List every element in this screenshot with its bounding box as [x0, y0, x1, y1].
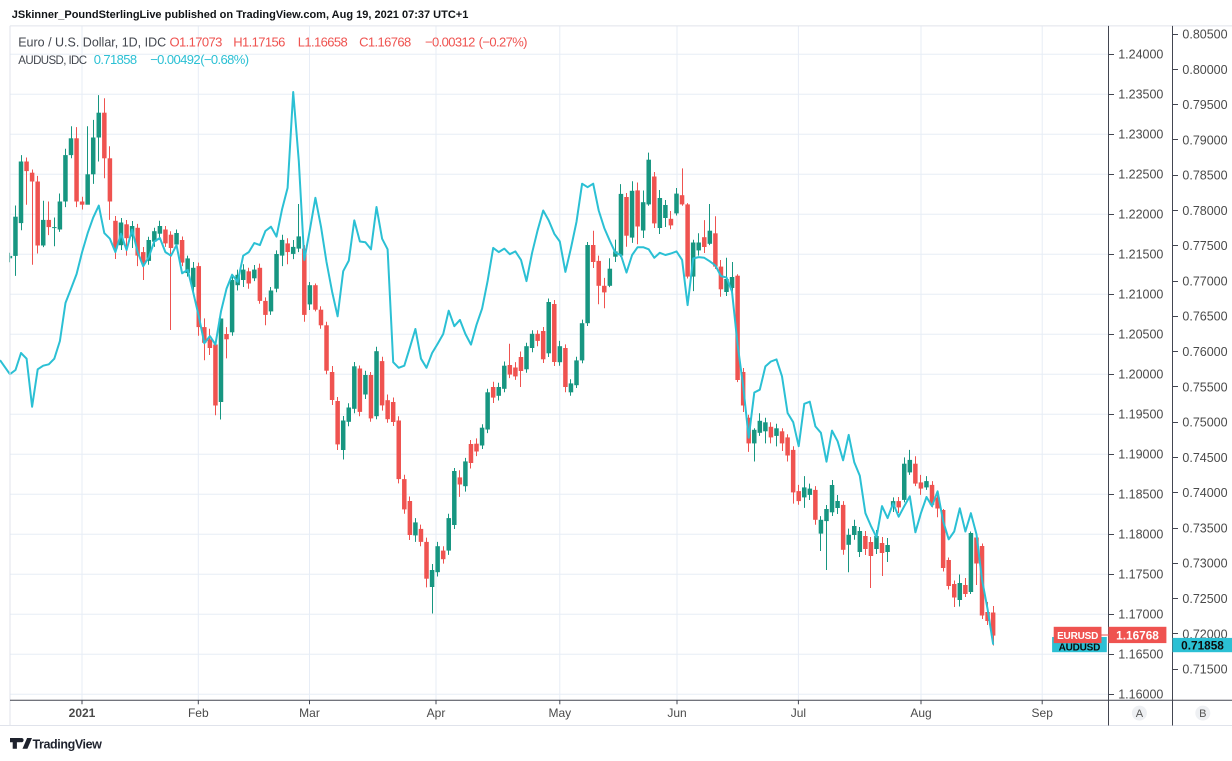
svg-text:Jul: Jul: [791, 706, 806, 720]
svg-text:B: B: [1199, 708, 1206, 720]
svg-text:H1.17156: H1.17156: [233, 35, 285, 50]
svg-text:0.75500: 0.75500: [1182, 380, 1227, 394]
svg-text:1.19500: 1.19500: [1118, 408, 1163, 422]
svg-text:L1.16658: L1.16658: [298, 35, 348, 50]
svg-text:0.79000: 0.79000: [1182, 133, 1227, 147]
svg-text:0.73500: 0.73500: [1182, 521, 1227, 535]
svg-text:A: A: [1136, 708, 1144, 720]
svg-text:0.78000: 0.78000: [1182, 204, 1227, 218]
svg-text:1.21000: 1.21000: [1118, 288, 1163, 302]
svg-text:0.74500: 0.74500: [1182, 451, 1227, 465]
svg-text:0.72500: 0.72500: [1182, 592, 1227, 606]
svg-text:0.76000: 0.76000: [1182, 345, 1227, 359]
svg-text:1.21500: 1.21500: [1118, 248, 1163, 262]
svg-text:1.17000: 1.17000: [1118, 608, 1163, 622]
svg-text:0.75000: 0.75000: [1182, 416, 1227, 430]
svg-text:1.16000: 1.16000: [1118, 688, 1163, 702]
svg-text:0.77500: 0.77500: [1182, 239, 1227, 253]
svg-text:EURUSD: EURUSD: [1057, 631, 1098, 642]
svg-text:1.19000: 1.19000: [1118, 448, 1163, 462]
svg-text:0.79500: 0.79500: [1182, 98, 1227, 112]
svg-text:0.74000: 0.74000: [1182, 486, 1227, 500]
svg-text:Mar: Mar: [299, 706, 320, 720]
svg-text:1.16768: 1.16768: [1116, 628, 1159, 642]
svg-text:1.24000: 1.24000: [1118, 48, 1163, 62]
svg-text:O1.17073: O1.17073: [170, 35, 223, 50]
svg-text:Feb: Feb: [188, 706, 209, 720]
svg-text:C1.16768: C1.16768: [359, 35, 411, 50]
svg-text:May: May: [548, 706, 571, 720]
svg-text:1.20500: 1.20500: [1118, 328, 1163, 342]
svg-text:JSkinner_PoundSterlingLive pub: JSkinner_PoundSterlingLive published on …: [12, 9, 469, 21]
svg-text:0.71858: 0.71858: [1181, 638, 1224, 652]
svg-text:0.80000: 0.80000: [1182, 63, 1227, 77]
svg-text:1.16500: 1.16500: [1118, 648, 1163, 662]
svg-text:2021: 2021: [69, 706, 96, 720]
svg-text:1.23500: 1.23500: [1118, 88, 1163, 102]
svg-text:AUDUSD: AUDUSD: [1059, 642, 1101, 653]
svg-text:Euro / U.S. Dollar, 1D, IDC: Euro / U.S. Dollar, 1D, IDC: [18, 36, 166, 50]
svg-text:1.22500: 1.22500: [1118, 168, 1163, 182]
svg-text:0.71858: 0.71858: [94, 52, 137, 67]
svg-text:Jun: Jun: [667, 706, 686, 720]
svg-text:0.71500: 0.71500: [1182, 663, 1227, 677]
svg-text:Aug: Aug: [910, 706, 931, 720]
svg-text:Apr: Apr: [427, 706, 446, 720]
svg-text:1.22000: 1.22000: [1118, 208, 1163, 222]
svg-text:0.73000: 0.73000: [1182, 557, 1227, 571]
svg-text:AUDUSD, IDC: AUDUSD, IDC: [18, 55, 86, 67]
svg-text:1.18500: 1.18500: [1118, 488, 1163, 502]
svg-text:0.76500: 0.76500: [1182, 310, 1227, 324]
svg-text:(−0.68%): (−0.68%): [200, 52, 249, 67]
svg-text:1.18000: 1.18000: [1118, 528, 1163, 542]
svg-text:1.17500: 1.17500: [1118, 568, 1163, 582]
svg-text:TradingView: TradingView: [33, 737, 103, 751]
svg-text:0.72000: 0.72000: [1182, 627, 1227, 641]
svg-text:1.20000: 1.20000: [1118, 368, 1163, 382]
svg-text:0.77000: 0.77000: [1182, 275, 1227, 289]
svg-text:0.80500: 0.80500: [1182, 28, 1227, 42]
svg-text:−0.00312: −0.00312: [425, 35, 475, 50]
svg-text:1.23000: 1.23000: [1118, 128, 1163, 142]
svg-text:−0.00492: −0.00492: [150, 52, 200, 67]
svg-text:(−0.27%): (−0.27%): [479, 35, 528, 50]
svg-text:Sep: Sep: [1032, 706, 1054, 720]
svg-text:0.78500: 0.78500: [1182, 169, 1227, 183]
